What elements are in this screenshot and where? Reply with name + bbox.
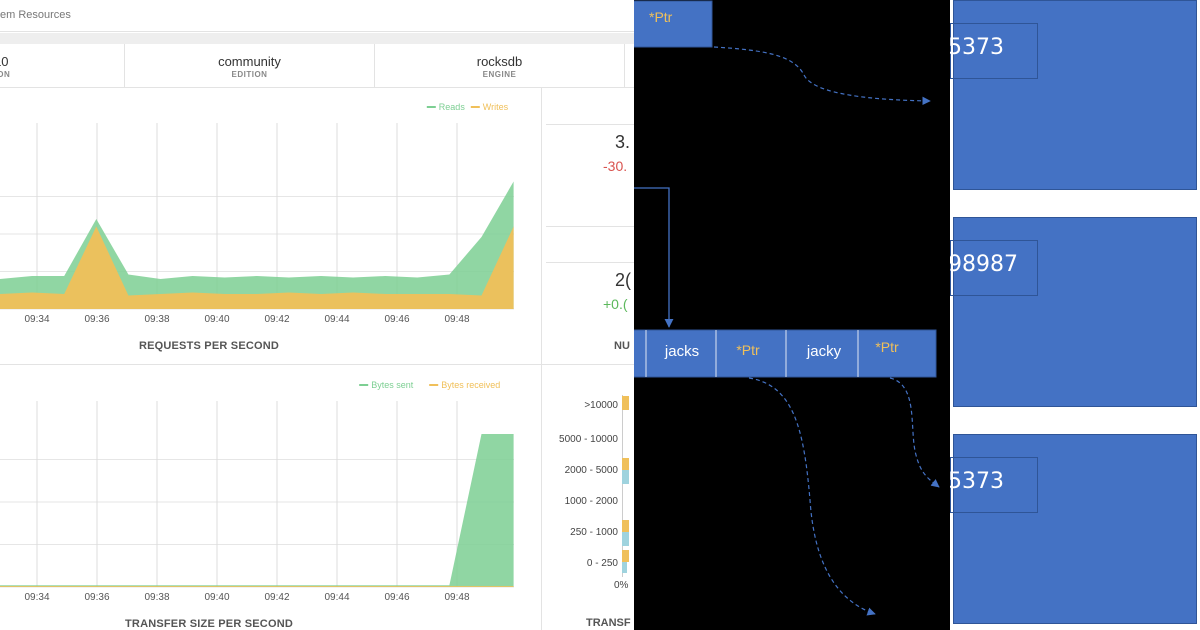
- top-ptr-box: [634, 0, 713, 48]
- hist-axis: [622, 395, 623, 577]
- x-tick-label: 09:40: [204, 314, 229, 325]
- hash-block-1: 5373: [950, 0, 1197, 190]
- stat-divider: [546, 226, 634, 227]
- x-tick-label: 09:44: [324, 592, 349, 603]
- stat-card-1: 3. -30.: [543, 130, 634, 190]
- legend-label: Reads: [439, 102, 466, 112]
- transfer-chart-title: TRANSFER SIZE PER SECOND: [125, 618, 293, 630]
- hist-label: >10000: [584, 400, 618, 411]
- hist-bar: [622, 562, 627, 573]
- cell-key-1: jacks: [664, 343, 699, 360]
- hash-value-box: [950, 240, 1038, 296]
- cell-ptr-1: *Ptr: [736, 342, 760, 358]
- series-area-bytes-sent: [0, 434, 514, 587]
- series-area-reads: [0, 181, 514, 309]
- hash-value-3: 5373: [950, 469, 1004, 494]
- engine-label: ENGINE: [482, 70, 517, 79]
- server-info-bar: .10 SION community EDITION rocksdb ENGIN…: [0, 44, 634, 88]
- requests-chart-panel: 09:34 09:36 09:38 09:40 09:42 09:44 09:46 09:48…: [0, 88, 542, 364]
- engine-value: rocksdb: [476, 54, 523, 69]
- version-label: SION: [0, 70, 11, 79]
- series-area-bytes-received: [0, 586, 514, 587]
- hash-block-2: 98987: [950, 217, 1197, 407]
- hist-label: 2000 - 5000: [564, 465, 618, 476]
- breadcrumb[interactable]: em Resources: [0, 9, 71, 21]
- hist-bar: [622, 458, 629, 470]
- x-tick-label: 09:34: [24, 314, 49, 325]
- requests-chart-title: REQUESTS PER SECOND: [138, 340, 280, 352]
- stat-card-2: 2( +0.(: [543, 268, 634, 328]
- hist-axis-label: 0%: [614, 580, 629, 591]
- x-tick-label: 09:38: [144, 314, 169, 325]
- stat-delta-2: +0.(: [603, 296, 628, 312]
- hash-value-1: 5373: [950, 35, 1004, 60]
- section-divider: [0, 364, 634, 365]
- x-tick-label: 09:34: [24, 592, 49, 603]
- histogram-title: TRANSF: [586, 617, 631, 629]
- linked-list-diagram: *Ptr jacks *Ptr jacky *Ptr: [634, 0, 950, 630]
- x-tick-label: 09:36: [84, 314, 109, 325]
- x-tick-label: 09:42: [264, 314, 289, 325]
- edition-value: community: [218, 54, 281, 69]
- hash-value-box: [950, 457, 1038, 513]
- edition-label: EDITION: [231, 70, 268, 79]
- x-tick-label: 09:46: [384, 314, 409, 325]
- hash-blocks: 5373 98987 5373: [950, 0, 1200, 630]
- dashed-arrow: [713, 46, 931, 106]
- version-value: .10: [0, 54, 9, 69]
- stat-label: NU: [614, 340, 630, 352]
- node-row: [634, 329, 937, 378]
- x-tick-label: 09:38: [144, 592, 169, 603]
- legend-label: Writes: [483, 102, 509, 112]
- x-tick-label: 09:46: [384, 592, 409, 603]
- legend-label: Bytes received: [441, 380, 500, 390]
- hash-value-2: 98987: [950, 252, 1018, 277]
- stat-value-1: 3.: [615, 132, 631, 152]
- transfer-chart-panel: 09:34 09:36 09:38 09:40 09:42 09:44 09:46 09:48…: [0, 365, 542, 630]
- hist-label: 0 - 250: [586, 558, 618, 569]
- hist-bar: [622, 396, 629, 410]
- dashed-arrow: [748, 377, 876, 616]
- hist-label: 250 - 1000: [570, 527, 618, 538]
- stat-value-2: 2(: [615, 270, 632, 290]
- hist-bar: [622, 470, 629, 484]
- x-tick-label: 09:42: [264, 592, 289, 603]
- divider-strip: [0, 33, 634, 44]
- hash-value-box: [950, 23, 1038, 79]
- hist-label: 1000 - 2000: [564, 496, 618, 507]
- cell-key-2: jacky: [806, 343, 842, 360]
- transfer-chart: 09:34 09:36 09:38 09:40 09:42 09:44 09:46 09:48…: [0, 380, 514, 603]
- stat-divider: [546, 124, 634, 125]
- requests-chart: 09:34 09:36 09:38 09:40 09:42 09:44 09:46 09:48…: [0, 102, 514, 325]
- cell-ptr-2: *Ptr: [875, 339, 899, 355]
- x-tick-label: 09:40: [204, 592, 229, 603]
- series-area-writes: [0, 226, 514, 309]
- hist-bar: [622, 532, 629, 546]
- top-bar: em Resources: [0, 0, 634, 32]
- x-tick-label: 09:36: [84, 592, 109, 603]
- diagram-canvas: *Ptr jacks *Ptr jacky *Ptr: [634, 0, 940, 616]
- info-engine: rocksdb ENGINE: [375, 44, 625, 88]
- solid-arrow: [634, 187, 674, 328]
- hist-bar: [622, 550, 629, 562]
- hash-block-3: 5373: [950, 434, 1197, 624]
- info-edition: community EDITION: [125, 44, 375, 88]
- x-tick-label: 09:48: [444, 314, 469, 325]
- info-version: .10 SION: [0, 44, 125, 88]
- dashed-arrow: [889, 377, 940, 488]
- database-dashboard: em Resources .10 SION community EDITION …: [0, 0, 634, 630]
- top-ptr-label: *Ptr: [649, 9, 673, 25]
- x-tick-label: 09:48: [444, 592, 469, 603]
- hist-label: 5000 - 10000: [559, 434, 618, 445]
- x-tick-label: 09:44: [324, 314, 349, 325]
- hist-bar: [622, 520, 629, 532]
- stat-delta-1: -30.: [603, 158, 628, 174]
- stat-divider: [546, 262, 634, 263]
- legend-label: Bytes sent: [371, 380, 414, 390]
- size-histogram: >10000 5000 - 10000 2000 - 5000 1000 - 2…: [542, 365, 634, 630]
